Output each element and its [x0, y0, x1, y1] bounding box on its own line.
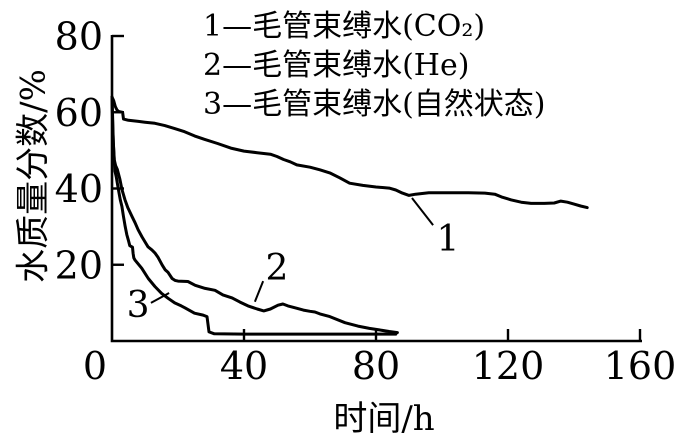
y-axis-title: 水质量分数/%	[13, 69, 54, 283]
curve-leader-1	[411, 197, 434, 226]
curve-1	[110, 95, 589, 210]
x-tick-label-80: 80	[352, 344, 400, 388]
legend-entry-3: 3—毛管束缚水(自然状态)	[203, 87, 546, 122]
curve-leader-3	[150, 292, 170, 304]
x-axis-title: 时间/h	[333, 399, 435, 434]
x-tick-label-0: 0	[83, 344, 107, 388]
y-tick-label-40: 40	[55, 167, 103, 211]
y-tick-label-80: 80	[55, 15, 103, 59]
curve-label-3: 3	[127, 285, 150, 326]
y-tick-label-60: 60	[55, 91, 103, 135]
chart-legend: 1—毛管束缚水(CO₂) 2—毛管束缚水(He) 3—毛管束缚水(自然状态)	[203, 7, 546, 124]
curve-2	[110, 95, 399, 335]
curve-leader-2	[253, 280, 265, 303]
curve-3	[110, 95, 398, 336]
legend-entry-1: 1—毛管束缚水(CO₂)	[203, 9, 486, 44]
curve-label-1: 1	[436, 219, 459, 260]
legend-entry-2: 2—毛管束缚水(He)	[203, 48, 470, 83]
y-tick-label-20: 20	[55, 243, 103, 287]
x-tick-label-40: 40	[220, 344, 268, 388]
x-tick-label-160: 160	[604, 344, 676, 388]
x-tick-label-120: 120	[472, 344, 545, 388]
curve-label-2: 2	[266, 248, 289, 289]
